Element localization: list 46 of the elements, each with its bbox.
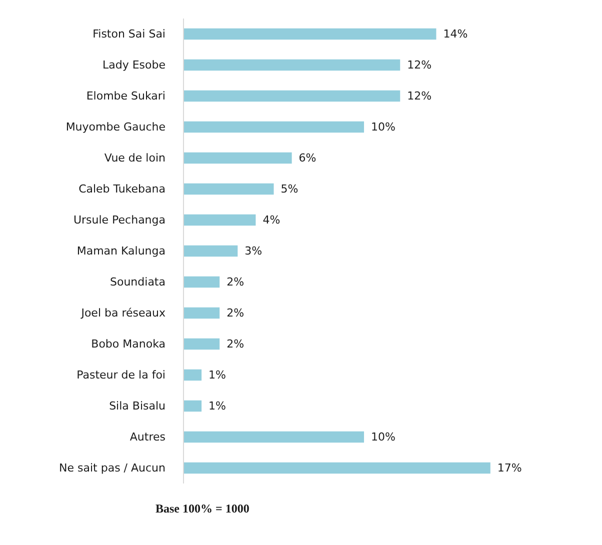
bar [184, 90, 400, 102]
data-label: 1% [208, 400, 226, 412]
data-label: 4% [262, 214, 280, 226]
bar [184, 369, 202, 381]
data-label: 6% [298, 152, 316, 164]
bar [184, 121, 364, 133]
bar [184, 338, 220, 350]
bar [184, 214, 256, 226]
y-tick-label: Lady Esobe [102, 58, 166, 72]
y-tick-label: Ursule Pechanga [73, 214, 166, 226]
bar [184, 307, 220, 319]
y-tick-label: Sila Bisalu [109, 400, 166, 412]
y-tick-label: Ne sait pas / Aucun [59, 462, 166, 474]
bar [184, 462, 490, 474]
data-label: 2% [226, 306, 244, 320]
data-label: 10% [371, 430, 396, 444]
bar [184, 59, 400, 71]
data-label: 12% [407, 58, 432, 72]
y-tick-label: Vue de loin [104, 152, 166, 164]
y-tick-label: Fiston Sai Sai [92, 28, 166, 40]
data-label: 2% [226, 338, 244, 350]
bar [184, 431, 364, 443]
y-tick-label: Maman Kalunga [76, 244, 166, 258]
y-tick-label: Bobo Manoka [91, 338, 166, 350]
y-tick-label: Pasteur de la foi [76, 368, 166, 382]
bar [184, 245, 238, 257]
data-label: 1% [208, 368, 226, 382]
bar [184, 183, 274, 195]
bar [184, 276, 220, 288]
data-label: 12% [407, 90, 432, 102]
data-label: 14% [443, 28, 468, 40]
text: Base 100% = 1000 [156, 502, 250, 516]
data-label: 3% [244, 244, 262, 258]
y-tick-label: Autres [130, 430, 166, 444]
bar [184, 28, 436, 40]
data-label: 2% [226, 276, 244, 288]
bar [184, 152, 292, 164]
data-label: 5% [280, 182, 298, 196]
y-tick-label: Muyombe Gauche [66, 120, 166, 134]
y-tick-label: Soundiata [110, 276, 166, 288]
data-label: 17% [497, 462, 522, 474]
y-tick-label: Elombe Sukari [86, 90, 166, 102]
y-tick-label: Caleb Tukebana [78, 182, 166, 196]
y-tick-label: Joel ba réseaux [80, 306, 166, 320]
data-label: 10% [371, 120, 396, 134]
bar [184, 400, 202, 412]
